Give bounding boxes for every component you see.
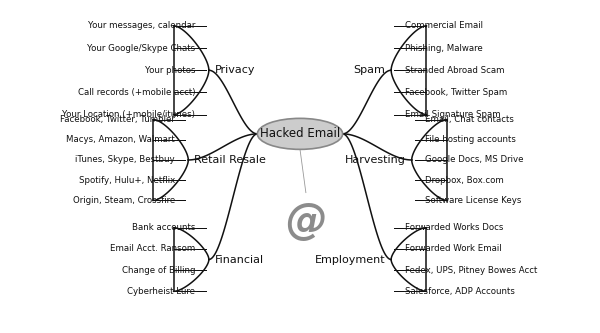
Text: Bank accounts: Bank accounts bbox=[132, 223, 196, 232]
Text: Forwarded Work Email: Forwarded Work Email bbox=[404, 244, 501, 253]
Text: Facebook, Twitter, Tumbler: Facebook, Twitter, Tumbler bbox=[60, 115, 175, 124]
Text: Change of Billing: Change of Billing bbox=[122, 266, 196, 275]
Text: Spam: Spam bbox=[353, 65, 385, 75]
Text: Harvesting: Harvesting bbox=[345, 155, 406, 165]
Text: Salesforce, ADP Accounts: Salesforce, ADP Accounts bbox=[404, 287, 515, 296]
Text: Email Acct. Ransom: Email Acct. Ransom bbox=[110, 244, 196, 253]
Text: Financial: Financial bbox=[215, 254, 264, 264]
Text: Hacked Email: Hacked Email bbox=[260, 127, 340, 141]
Text: Macys, Amazon, Walmart: Macys, Amazon, Walmart bbox=[66, 135, 175, 144]
Text: iTunes, Skype, Bestbuy: iTunes, Skype, Bestbuy bbox=[75, 156, 175, 165]
Text: Call records (+mobile acct): Call records (+mobile acct) bbox=[78, 88, 196, 97]
Text: Email, Chat contacts: Email, Chat contacts bbox=[425, 115, 514, 124]
Text: Email Signature Spam: Email Signature Spam bbox=[404, 110, 500, 119]
Text: @: @ bbox=[285, 201, 326, 243]
Text: Forwarded Works Docs: Forwarded Works Docs bbox=[404, 223, 503, 232]
Text: Phishing, Malware: Phishing, Malware bbox=[404, 44, 482, 53]
Text: Facebook, Twitter Spam: Facebook, Twitter Spam bbox=[404, 88, 507, 97]
Text: Your Google/Skype Chats: Your Google/Skype Chats bbox=[87, 44, 196, 53]
Text: Your photos: Your photos bbox=[145, 66, 196, 75]
Text: Fedex, UPS, Pitney Bowes Acct: Fedex, UPS, Pitney Bowes Acct bbox=[404, 266, 537, 275]
Text: Dropbox, Box.com: Dropbox, Box.com bbox=[425, 176, 504, 185]
Text: File hosting accounts: File hosting accounts bbox=[425, 135, 516, 144]
Text: Your Location (+mobile/itunes): Your Location (+mobile/itunes) bbox=[62, 110, 196, 119]
Text: Commercial Email: Commercial Email bbox=[404, 21, 482, 30]
Text: Google Docs, MS Drive: Google Docs, MS Drive bbox=[425, 156, 524, 165]
Text: Spotify, Hulu+, Netflix: Spotify, Hulu+, Netflix bbox=[79, 176, 175, 185]
Text: Employment: Employment bbox=[314, 254, 385, 264]
Text: Privacy: Privacy bbox=[215, 65, 255, 75]
Text: Retail Resale: Retail Resale bbox=[194, 155, 266, 165]
Text: Stranded Abroad Scam: Stranded Abroad Scam bbox=[404, 66, 504, 75]
Text: Software License Keys: Software License Keys bbox=[425, 196, 521, 205]
Text: Cyberheist Lure: Cyberheist Lure bbox=[127, 287, 196, 296]
Text: Origin, Steam, Crossfire: Origin, Steam, Crossfire bbox=[73, 196, 175, 205]
Ellipse shape bbox=[257, 118, 343, 150]
Text: Your messages, calendar: Your messages, calendar bbox=[88, 21, 196, 30]
